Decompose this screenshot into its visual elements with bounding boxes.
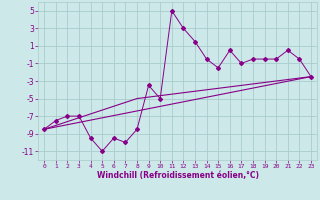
X-axis label: Windchill (Refroidissement éolien,°C): Windchill (Refroidissement éolien,°C): [97, 171, 259, 180]
